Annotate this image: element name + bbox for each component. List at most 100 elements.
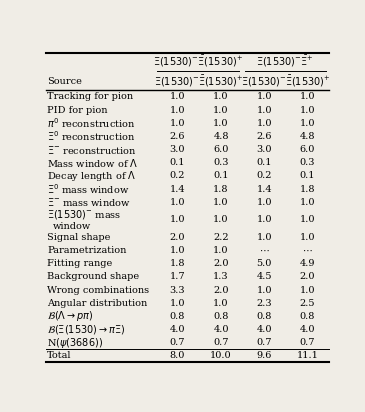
Text: 1.0: 1.0 (256, 198, 272, 207)
Text: Decay length of $\Lambda$: Decay length of $\Lambda$ (47, 169, 137, 183)
Text: 1.8: 1.8 (169, 259, 185, 268)
Text: 2.0: 2.0 (213, 259, 229, 268)
Text: 2.0: 2.0 (300, 272, 315, 281)
Text: 3.3: 3.3 (169, 286, 185, 295)
Text: 3.0: 3.0 (169, 145, 185, 154)
Text: 1.0: 1.0 (256, 215, 272, 224)
Text: 8.0: 8.0 (169, 351, 185, 360)
Text: 1.0: 1.0 (213, 246, 229, 255)
Text: $\cdots$: $\cdots$ (302, 246, 312, 255)
Text: 1.0: 1.0 (300, 198, 315, 207)
Text: 1.0: 1.0 (169, 92, 185, 101)
Text: $\mathcal{B}(\Xi(1530) \rightarrow \pi\Xi)$: $\mathcal{B}(\Xi(1530) \rightarrow \pi\X… (47, 323, 126, 336)
Text: 1.0: 1.0 (169, 299, 185, 308)
Text: 4.5: 4.5 (256, 272, 272, 281)
Text: 1.0: 1.0 (300, 233, 315, 242)
Text: 1.0: 1.0 (213, 92, 229, 101)
Text: Mass window of $\Lambda$: Mass window of $\Lambda$ (47, 157, 138, 169)
Text: 0.8: 0.8 (300, 312, 315, 321)
Text: 0.1: 0.1 (256, 158, 272, 167)
Text: $\pi^{0}$ reconstruction: $\pi^{0}$ reconstruction (47, 116, 135, 130)
Text: 0.8: 0.8 (213, 312, 229, 321)
Text: Signal shape: Signal shape (47, 233, 111, 242)
Text: $\Xi(1530)^{-}$ mass: $\Xi(1530)^{-}$ mass (47, 208, 122, 221)
Text: 1.8: 1.8 (213, 185, 229, 194)
Text: 3.0: 3.0 (256, 145, 272, 154)
Text: 2.0: 2.0 (213, 286, 229, 295)
Text: 1.0: 1.0 (256, 119, 272, 128)
Text: 6.0: 6.0 (213, 145, 229, 154)
Text: $\Xi(1530)^{-}\bar{\Xi}^{+}$: $\Xi(1530)^{-}\bar{\Xi}^{+}$ (257, 54, 314, 69)
Text: 4.0: 4.0 (300, 325, 315, 334)
Text: 1.0: 1.0 (256, 92, 272, 101)
Text: 1.7: 1.7 (169, 272, 185, 281)
Text: 0.7: 0.7 (213, 338, 229, 347)
Text: $\Xi(1530)^{-}$: $\Xi(1530)^{-}$ (241, 75, 287, 88)
Text: window: window (53, 222, 91, 231)
Text: 1.0: 1.0 (169, 246, 185, 255)
Text: 0.7: 0.7 (169, 338, 185, 347)
Text: Parametrization: Parametrization (47, 246, 126, 255)
Text: $\bar{\Xi}(1530)^{+}$: $\bar{\Xi}(1530)^{+}$ (285, 74, 330, 89)
Text: Tracking for pion: Tracking for pion (47, 92, 133, 101)
Text: 2.0: 2.0 (169, 233, 185, 242)
Text: 4.9: 4.9 (300, 259, 315, 268)
Text: 1.4: 1.4 (256, 185, 272, 194)
Text: 2.2: 2.2 (213, 233, 229, 242)
Text: 0.1: 0.1 (169, 158, 185, 167)
Text: $\Xi(1530)^{-}$: $\Xi(1530)^{-}$ (154, 75, 200, 88)
Text: 4.0: 4.0 (256, 325, 272, 334)
Text: 1.0: 1.0 (300, 286, 315, 295)
Text: 1.0: 1.0 (169, 105, 185, 115)
Text: 1.0: 1.0 (300, 92, 315, 101)
Text: 1.0: 1.0 (256, 105, 272, 115)
Text: 0.2: 0.2 (256, 171, 272, 180)
Text: 1.0: 1.0 (213, 215, 229, 224)
Text: 0.8: 0.8 (169, 312, 185, 321)
Text: 4.8: 4.8 (300, 132, 315, 141)
Text: 1.0: 1.0 (300, 119, 315, 128)
Text: 2.6: 2.6 (169, 132, 185, 141)
Text: 0.3: 0.3 (213, 158, 229, 167)
Text: PID for pion: PID for pion (47, 105, 108, 115)
Text: 0.3: 0.3 (300, 158, 315, 167)
Text: 5.0: 5.0 (257, 259, 272, 268)
Text: 1.0: 1.0 (169, 119, 185, 128)
Text: 1.0: 1.0 (213, 119, 229, 128)
Text: N$(\psi(3686))$: N$(\psi(3686))$ (47, 336, 103, 350)
Text: 6.0: 6.0 (300, 145, 315, 154)
Text: 1.0: 1.0 (169, 215, 185, 224)
Text: $\Xi^{-}$ reconstruction: $\Xi^{-}$ reconstruction (47, 143, 137, 156)
Text: 1.0: 1.0 (256, 233, 272, 242)
Text: 2.5: 2.5 (300, 299, 315, 308)
Text: 1.0: 1.0 (300, 105, 315, 115)
Text: 1.0: 1.0 (300, 215, 315, 224)
Text: 1.0: 1.0 (213, 198, 229, 207)
Text: 1.0: 1.0 (213, 105, 229, 115)
Text: Angular distribution: Angular distribution (47, 299, 147, 308)
Text: 4.0: 4.0 (213, 325, 229, 334)
Text: $\Xi(1530)^{-}\bar{\Xi}(1530)^{+}$: $\Xi(1530)^{-}\bar{\Xi}(1530)^{+}$ (153, 54, 243, 69)
Text: 0.7: 0.7 (300, 338, 315, 347)
Text: 1.3: 1.3 (213, 272, 229, 281)
Text: $\Xi^{-}$ mass window: $\Xi^{-}$ mass window (47, 196, 131, 208)
Text: $\Xi^{0}$ mass window: $\Xi^{0}$ mass window (47, 182, 129, 196)
Text: 2.3: 2.3 (256, 299, 272, 308)
Text: Fitting range: Fitting range (47, 259, 112, 268)
Text: $\cdots$: $\cdots$ (259, 246, 269, 255)
Text: 0.1: 0.1 (213, 171, 229, 180)
Text: 1.4: 1.4 (169, 185, 185, 194)
Text: Total: Total (47, 351, 72, 360)
Text: Wrong combinations: Wrong combinations (47, 286, 149, 295)
Text: $\bar{\Xi}(1530)^{+}$: $\bar{\Xi}(1530)^{+}$ (198, 74, 244, 89)
Text: 1.0: 1.0 (213, 299, 229, 308)
Text: 9.6: 9.6 (257, 351, 272, 360)
Text: 11.1: 11.1 (296, 351, 318, 360)
Text: $\mathcal{B}(\Lambda \rightarrow p\pi)$: $\mathcal{B}(\Lambda \rightarrow p\pi)$ (47, 309, 93, 323)
Text: 1.0: 1.0 (169, 198, 185, 207)
Text: 2.6: 2.6 (256, 132, 272, 141)
Text: Source: Source (47, 77, 82, 86)
Text: Background shape: Background shape (47, 272, 139, 281)
Text: 0.2: 0.2 (169, 171, 185, 180)
Text: 4.0: 4.0 (169, 325, 185, 334)
